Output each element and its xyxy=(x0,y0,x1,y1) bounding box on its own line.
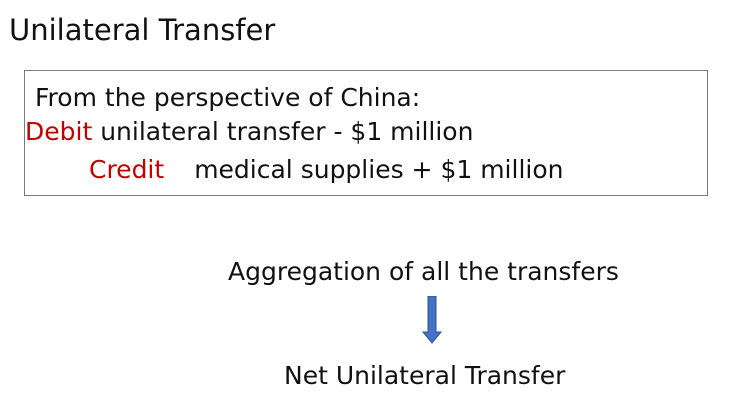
journal-entry-box: From the perspective of China: Debit uni… xyxy=(24,70,708,196)
debit-line: Debit unilateral transfer - $1 million xyxy=(25,113,473,151)
perspective-line: From the perspective of China: xyxy=(35,79,420,117)
debit-description: unilateral transfer - $1 million xyxy=(92,117,473,146)
net-unilateral-transfer-label: Net Unilateral Transfer xyxy=(284,357,565,395)
credit-description: medical supplies + $1 million xyxy=(194,155,563,184)
credit-keyword: Credit xyxy=(89,155,164,184)
debit-keyword: Debit xyxy=(25,117,92,146)
credit-line: Credit medical supplies + $1 million xyxy=(89,151,563,189)
slide-title: Unilateral Transfer xyxy=(9,8,275,52)
down-arrow-icon xyxy=(422,296,442,344)
aggregation-label: Aggregation of all the transfers xyxy=(228,252,619,292)
